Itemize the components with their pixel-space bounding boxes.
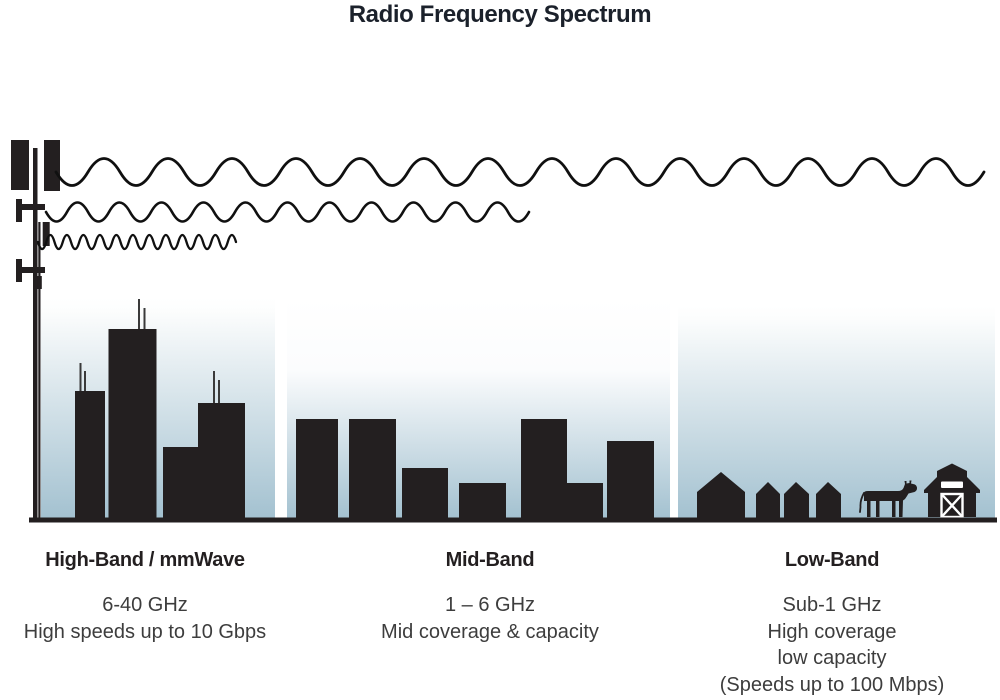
rooftop-antenna-icon [79, 299, 220, 403]
long-wavelength-wave [54, 157, 986, 187]
high-band-frequency: 6-40 GHz [102, 594, 188, 616]
low-band-frequency: Sub-1 GHz [782, 594, 882, 616]
house-icon [816, 482, 841, 518]
high-band-description: High speeds up to 10 Gbps [23, 620, 267, 643]
cow-icon [859, 480, 918, 517]
short-wavelength-wave [36, 233, 238, 251]
high-band-label-block: High-Band / mmWave 6-40 GHz High speeds … [15, 549, 275, 645]
mid-band-label-block: Mid-Band 1 – 6 GHz Mid coverage & capaci… [360, 549, 620, 645]
low-band-description: High coverage [767, 620, 897, 643]
low-band-scene [697, 463, 980, 519]
mid-band-description: Mid coverage & capacity [381, 620, 599, 643]
ground-line [29, 517, 997, 523]
barn-icon [924, 463, 980, 519]
mid-band-skyline [296, 419, 654, 520]
low-band-heading: Low-Band [784, 549, 880, 571]
house-icon [756, 482, 780, 518]
mid-band-frequency: 1 – 6 GHz [444, 594, 536, 616]
house-icon [784, 482, 809, 518]
mid-wavelength-wave [44, 201, 531, 223]
mid-band-heading: Mid-Band [445, 549, 535, 571]
spectrum-illustration [11, 140, 997, 523]
low-band-description: (Speeds up to 100 Mbps) [719, 673, 945, 696]
cell-tower-icon [11, 140, 60, 520]
high-band-heading: High-Band / mmWave [45, 549, 245, 571]
page-title: Radio Frequency Spectrum [348, 1, 652, 28]
high-band-skyline [75, 299, 245, 520]
house-icon [697, 472, 745, 518]
low-band-description: low capacity [777, 647, 887, 669]
low-band-label-block: Low-Band Sub-1 GHz High coverage low cap… [702, 549, 962, 698]
